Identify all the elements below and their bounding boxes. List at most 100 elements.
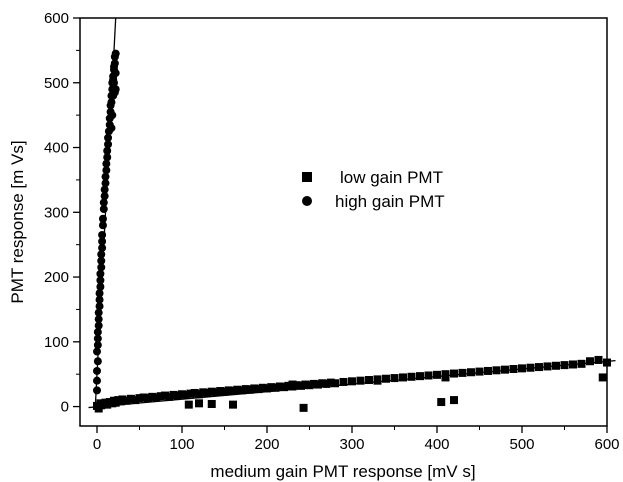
data-point-high-gain	[97, 250, 106, 259]
data-point-high-gain	[93, 328, 102, 337]
data-point-low-gain	[122, 396, 131, 405]
data-point-low-gain	[501, 365, 509, 374]
data-point-low-gain	[560, 361, 569, 370]
data-point-high-gain	[98, 243, 107, 252]
data-point-low-gain	[195, 390, 203, 399]
data-point-low-gain	[467, 368, 475, 377]
data-point-low-gain	[258, 383, 267, 392]
data-point-low-gain	[220, 387, 229, 396]
data-point-high-gain	[94, 321, 103, 330]
data-point-low-gain	[173, 391, 182, 400]
data-point-high-gain	[95, 289, 104, 298]
data-point-low-gain	[543, 362, 552, 371]
y-tick-label: 500	[44, 75, 69, 92]
data-point-high-gain	[108, 111, 117, 120]
data-point-low-gain	[301, 380, 310, 389]
data-point-low-gain	[577, 359, 586, 368]
data-point-low-gain	[178, 390, 186, 399]
y-tick-label: 200	[44, 269, 69, 286]
data-point-low-gain	[241, 385, 250, 394]
data-point-high-gain	[98, 237, 107, 246]
y-tick-label: 100	[44, 334, 69, 351]
data-point-low-gain	[224, 386, 233, 395]
data-point-high-gain	[111, 49, 120, 58]
data-point-low-gain	[182, 390, 191, 399]
y-axis-title: PMT response [m Vs]	[8, 140, 27, 303]
data-point-low-gain	[275, 382, 284, 391]
data-point-high-gain	[98, 230, 107, 239]
data-point-low-gain	[322, 379, 331, 388]
data-point-low-gain	[199, 388, 208, 397]
data-point-low-gain	[144, 394, 152, 403]
data-point-low-gain	[424, 371, 433, 380]
data-point-low-gain	[441, 373, 450, 382]
y-tick-label: 300	[44, 204, 69, 221]
x-axis: 0 100 200 300 400 500 600	[93, 426, 620, 453]
data-point-low-gain	[280, 383, 288, 392]
data-point-low-gain	[212, 388, 220, 397]
fit-lines	[88, 17, 616, 409]
data-point-high-gain	[94, 308, 103, 317]
x-tick-label: 100	[169, 436, 194, 453]
x-tick-label: 200	[254, 436, 279, 453]
data-point-low-gain	[127, 394, 135, 403]
data-point-low-gain	[437, 398, 446, 407]
data-point-high-gain	[96, 269, 105, 278]
data-point-low-gain	[598, 373, 607, 382]
data-point-high-gain	[107, 98, 116, 107]
data-point-high-gain	[102, 166, 111, 175]
data-point-low-gain	[118, 395, 127, 404]
data-point-low-gain	[518, 364, 526, 373]
data-point-low-gain	[450, 369, 458, 378]
data-point-low-gain	[399, 373, 407, 382]
data-point-high-gain	[110, 78, 118, 87]
data-point-low-gain	[284, 381, 293, 390]
data-point-low-gain	[339, 377, 348, 386]
data-point-high-gain	[93, 357, 102, 366]
data-point-low-gain	[299, 403, 308, 412]
data-point-low-gain	[207, 387, 216, 396]
data-point-low-gain	[526, 363, 535, 372]
data-point-high-gain	[110, 59, 119, 68]
data-point-low-gain	[216, 387, 225, 396]
data-point-low-gain	[297, 381, 305, 390]
legend-label-low-gain: low gain PMT	[340, 168, 443, 187]
data-markers	[93, 49, 611, 413]
data-point-high-gain	[94, 315, 103, 324]
data-point-low-gain	[356, 376, 365, 385]
data-point-high-gain	[97, 263, 106, 272]
data-point-high-gain	[100, 192, 109, 201]
data-point-high-gain	[107, 124, 116, 133]
data-point-high-gain	[93, 341, 102, 350]
data-point-low-gain	[509, 365, 518, 374]
data-point-low-gain	[326, 378, 335, 387]
y-axis: 0 100 200 300 400 500 600	[44, 10, 80, 416]
data-point-low-gain	[237, 386, 246, 395]
data-point-low-gain	[135, 394, 144, 403]
data-point-low-gain	[314, 380, 322, 389]
data-point-low-gain	[586, 357, 594, 366]
data-point-low-gain	[254, 385, 263, 394]
data-point-low-gain	[552, 361, 560, 370]
data-point-low-gain	[475, 367, 484, 376]
data-point-low-gain	[161, 391, 169, 400]
x-tick-label: 300	[339, 436, 364, 453]
data-point-high-gain	[98, 214, 107, 223]
data-point-low-gain	[382, 374, 390, 383]
x-axis-title: medium gain PMT response [mV s]	[210, 462, 475, 481]
data-point-high-gain	[99, 198, 108, 207]
plot-frame	[79, 17, 608, 427]
data-point-high-gain	[109, 91, 118, 100]
data-point-low-gain	[433, 370, 441, 379]
data-point-low-gain	[318, 379, 327, 388]
data-point-high-gain	[95, 302, 104, 311]
data-point-low-gain	[233, 385, 242, 394]
data-point-low-gain	[458, 368, 467, 377]
data-point-low-gain	[348, 377, 356, 386]
data-point-low-gain	[246, 385, 254, 394]
data-point-low-gain	[263, 384, 271, 393]
data-point-low-gain	[535, 363, 543, 372]
x-tick-label: 600	[594, 436, 619, 453]
data-point-low-gain	[271, 383, 280, 392]
